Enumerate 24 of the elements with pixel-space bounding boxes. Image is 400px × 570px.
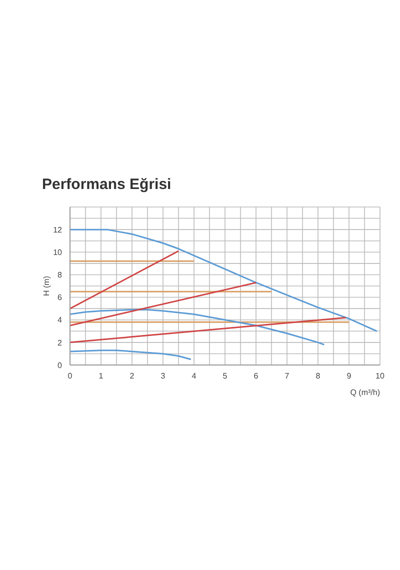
x-tick-label: 9	[346, 372, 352, 381]
x-tick-label: 4	[192, 372, 197, 381]
x-axis-title: Q (m³/h)	[350, 388, 380, 397]
line-series	[70, 308, 325, 346]
y-axis-title: H (m)	[42, 276, 51, 296]
x-tick-label: 0	[68, 372, 73, 381]
chart-title: Performans Eğrisi	[42, 176, 172, 193]
y-tick-label: 6	[58, 293, 63, 302]
x-tick-label: 3	[160, 372, 166, 381]
x-tick-label: 5	[222, 372, 228, 381]
line-series	[70, 350, 192, 360]
x-tick-label: 10	[376, 372, 385, 381]
y-tick-label: 0	[58, 360, 63, 370]
y-tick-label: 2	[58, 338, 63, 348]
y-tick-label: 10	[53, 248, 63, 257]
y-tick-label: 4	[58, 316, 63, 325]
x-tick-label: 8	[316, 372, 321, 381]
y-tick-label: 8	[58, 270, 63, 280]
x-tick-label: 2	[130, 372, 135, 381]
line-series	[70, 228, 378, 332]
x-tick-label: 6	[254, 372, 259, 381]
x-tick-label: 7	[284, 372, 290, 381]
y-tick-label: 12	[53, 225, 63, 234]
x-tick-label: 1	[98, 372, 104, 381]
